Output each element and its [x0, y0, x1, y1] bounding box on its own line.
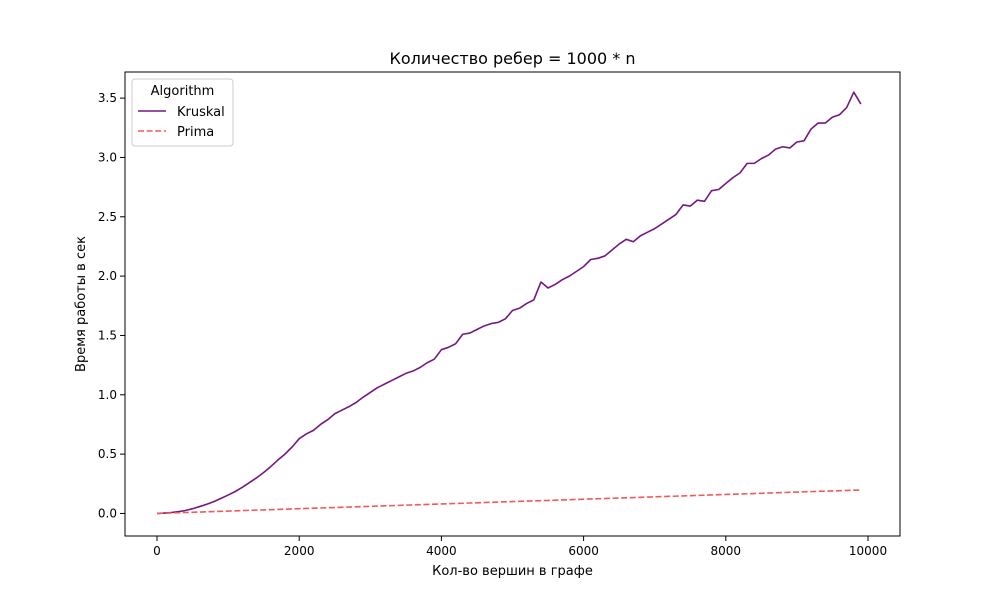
series-layer	[156, 91, 862, 515]
y-tick-label: 3.5	[98, 91, 117, 105]
x-tick-label: 10000	[849, 544, 887, 558]
y-tick-label: 3.0	[98, 150, 117, 164]
y-tick-label: 0.5	[98, 447, 117, 461]
legend-box	[131, 78, 234, 147]
chart-title: Количество ребер = 1000 * n	[390, 49, 636, 68]
y-axis-label: Время работы в сек	[74, 236, 89, 372]
legend-title: Algorithm	[151, 84, 215, 99]
y-tick-label: 2.0	[98, 269, 117, 283]
x-tick-label: 8000	[711, 544, 742, 558]
x-tick-label: 4000	[426, 544, 457, 558]
y-tick-label: 1.0	[98, 388, 117, 402]
legend-label-kruskal: Kruskal	[177, 105, 225, 120]
y-tick-label: 1.5	[98, 328, 117, 342]
x-axis-label: Кол-во вершин в графе	[432, 564, 593, 579]
legend-label-prima: Prima	[177, 125, 214, 140]
plot-area	[124, 71, 901, 537]
series-line-prima	[156, 489, 861, 515]
y-tick-label: 2.5	[98, 210, 117, 224]
x-axis: 0 2000 4000 6000 8000 10000	[153, 536, 887, 558]
legend: Algorithm Kruskal Prima	[131, 78, 234, 147]
y-axis: 0.0 0.5 1.0 1.5 2.0 2.5 3.0 3.5	[98, 91, 125, 520]
series-line-kruskal	[156, 91, 862, 515]
x-tick-label: 6000	[568, 544, 599, 558]
x-tick-label: 0	[153, 544, 161, 558]
y-tick-label: 0.0	[98, 506, 117, 520]
x-tick-label: 2000	[284, 544, 315, 558]
